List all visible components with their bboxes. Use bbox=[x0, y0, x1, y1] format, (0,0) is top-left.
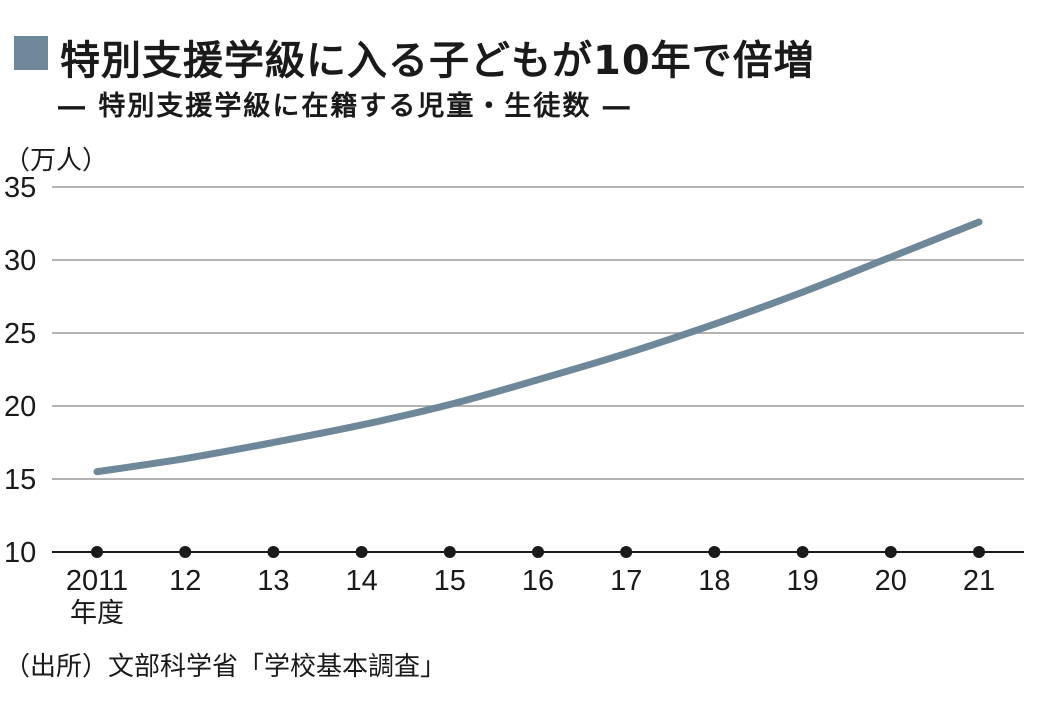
title-marker bbox=[14, 36, 48, 70]
y-tick-label: 15 bbox=[4, 464, 36, 496]
x-tick-layer: 2011 12 13 14 15 16 17 18 19 20 21 年度 bbox=[66, 546, 995, 629]
y-tick-labels: 10 15 20 25 30 35 bbox=[4, 172, 36, 569]
series-line bbox=[93, 218, 983, 476]
chart-subtitle: ― 特別支援学級に在籍する児童・生徒数 ― bbox=[58, 91, 632, 122]
x-tick-label: 2011 bbox=[66, 565, 128, 597]
y-tick-label: 30 bbox=[4, 245, 36, 277]
x-tick-label: 19 bbox=[786, 565, 818, 597]
x-axis-unit-label: 年度 bbox=[70, 598, 124, 629]
x-tick-marker bbox=[443, 546, 456, 558]
x-tick-marker bbox=[796, 546, 809, 558]
source-note: （出所）文部科学省「学校基本調査」 bbox=[4, 652, 447, 682]
y-tick-label: 20 bbox=[4, 391, 36, 423]
x-tick-marker bbox=[267, 546, 280, 558]
grid-layer bbox=[52, 186, 1024, 553]
x-tick-label: 18 bbox=[698, 565, 730, 597]
y-tick-label: 10 bbox=[4, 537, 36, 569]
x-tick-marker bbox=[620, 546, 633, 558]
x-tick-label: 14 bbox=[345, 565, 377, 597]
series-layer bbox=[93, 218, 983, 476]
x-tick-label: 12 bbox=[169, 565, 201, 597]
chart-title: 特別支援学級に入る子どもが10年で倍増 bbox=[60, 38, 815, 84]
y-tick-label: 25 bbox=[4, 318, 36, 350]
x-tick-label: 13 bbox=[257, 565, 289, 597]
x-tick-label: 16 bbox=[522, 565, 554, 597]
x-tick-marker bbox=[708, 546, 721, 558]
y-axis-unit-label: （万人） bbox=[4, 146, 109, 176]
x-tick-label: 15 bbox=[434, 565, 466, 597]
x-tick-marker bbox=[91, 546, 103, 558]
x-tick-marker bbox=[355, 546, 368, 558]
x-tick-label: 20 bbox=[875, 565, 907, 597]
x-tick-marker bbox=[973, 546, 985, 558]
x-tick-label: 17 bbox=[610, 565, 642, 597]
y-tick-label: 35 bbox=[4, 172, 36, 204]
x-tick-marker bbox=[532, 546, 544, 558]
x-tick-marker bbox=[884, 546, 897, 558]
x-tick-marker bbox=[179, 546, 192, 558]
x-tick-label: 21 bbox=[963, 565, 995, 597]
